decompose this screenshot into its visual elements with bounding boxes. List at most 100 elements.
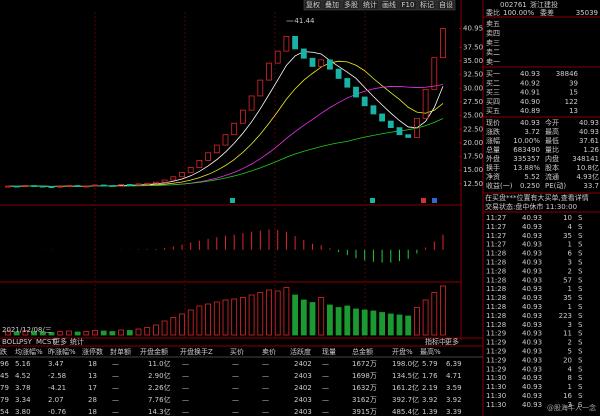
- toolbar-label[interactable]: 画线: [382, 0, 396, 9]
- indicator-tab[interactable]: 统计: [70, 337, 84, 346]
- volume-bar: [152, 324, 159, 336]
- trade-price: 40.93: [522, 223, 542, 231]
- label: 委比: [486, 8, 500, 17]
- volume-bar: [274, 290, 281, 336]
- volume-bar: [100, 330, 107, 336]
- toolbar-button[interactable]: [379, 0, 399, 11]
- toolbar-button[interactable]: [322, 0, 342, 11]
- sell-level: 卖二: [486, 49, 500, 57]
- volume-bar: [396, 314, 403, 336]
- volume-bar: [231, 298, 238, 336]
- indicator-tab[interactable]: 更多: [53, 337, 67, 346]
- candle: [152, 181, 159, 184]
- trade-volume: 57: [563, 276, 572, 284]
- toolbar-label[interactable]: 多股: [344, 0, 358, 9]
- volume-bar: [205, 303, 212, 336]
- volume-bar: [135, 328, 142, 336]
- buy-volume: 122: [565, 98, 578, 106]
- stat-value: 33.7: [583, 182, 599, 190]
- table-cell: 2402: [294, 384, 312, 392]
- toolbar-button[interactable]: [341, 0, 361, 11]
- volume-bar: [248, 294, 255, 336]
- value: 35039: [576, 9, 598, 17]
- toolbar-label[interactable]: 复权: [306, 0, 320, 9]
- table-cell: 3162万: [352, 396, 377, 404]
- candle: [161, 179, 168, 183]
- trade-price: 40.93: [522, 303, 542, 311]
- trade-side: S: [578, 392, 583, 400]
- toolbar-button[interactable]: [303, 0, 323, 11]
- table-header: 开盘%: [392, 347, 413, 356]
- toolbar-button[interactable]: [398, 0, 418, 11]
- buy-level: 买一: [486, 70, 500, 78]
- toolbar-button[interactable]: [436, 0, 456, 11]
- volume-bar: [213, 301, 220, 336]
- candle: [344, 78, 351, 88]
- buy-volume: 39: [569, 79, 578, 87]
- toolbar-label[interactable]: 统计: [363, 0, 377, 9]
- table-cell: 45: [0, 372, 9, 380]
- volume-bar: [144, 327, 151, 336]
- trade-price: 40.93: [522, 401, 542, 409]
- y-tick-label: 22.50: [463, 125, 483, 133]
- trade-volume: 6: [568, 250, 573, 258]
- trade-side: S: [578, 401, 583, 409]
- candle: [361, 96, 368, 107]
- toolbar-label[interactable]: F10: [402, 1, 415, 9]
- sell-level: 卖五: [486, 20, 500, 28]
- stat-label: 今开: [545, 118, 559, 127]
- trade-price: 40.93: [522, 339, 542, 347]
- buy-volume: 13: [569, 107, 578, 115]
- y-tick-label: 17.50: [463, 153, 483, 161]
- candle: [109, 185, 116, 187]
- trade-side: S: [578, 330, 583, 338]
- indicator-tab[interactable]: BOLL: [2, 338, 20, 346]
- trade-price: 40.93: [522, 374, 542, 382]
- table-cell: —: [182, 372, 189, 380]
- candle: [74, 185, 81, 188]
- table-cell: —: [182, 384, 189, 392]
- table-cell: 28: [88, 396, 97, 404]
- side-tab[interactable]: 指标中: [425, 337, 446, 346]
- indicator-tab[interactable]: MCST: [36, 338, 56, 346]
- stock-code: 002761: [500, 1, 527, 9]
- buy-price: 40.91: [520, 89, 540, 97]
- table-cell: -4.21: [48, 384, 66, 392]
- volume-bar: [13, 331, 20, 336]
- trade-side: S: [578, 348, 583, 356]
- table-cell: 79: [0, 396, 9, 404]
- indicator-tab[interactable]: PSY: [19, 338, 33, 346]
- trade-price: 40.93: [522, 276, 542, 284]
- trade-time: 11:28: [486, 267, 506, 275]
- y-tick-label: 25.00: [463, 112, 483, 120]
- volume-bar: [257, 292, 264, 336]
- candle: [257, 79, 264, 97]
- trade-side: S: [578, 214, 583, 222]
- toolbar-label[interactable]: 叠加: [325, 0, 339, 9]
- table-cell: —: [112, 408, 119, 416]
- table-cell: -0.76: [48, 408, 67, 416]
- candle: [239, 109, 246, 124]
- candle: [231, 122, 238, 136]
- side-tab[interactable]: 更多: [445, 337, 459, 346]
- trade-time: 11:29: [486, 356, 506, 364]
- toolbar-label[interactable]: 标记: [420, 0, 434, 9]
- toolbar-button[interactable]: [417, 0, 437, 11]
- candle: [170, 176, 177, 181]
- trade-volume: 2: [568, 339, 572, 347]
- stat-label: 现价: [486, 119, 500, 127]
- buy-price: 40.89: [520, 107, 540, 115]
- table-cell: —: [232, 408, 239, 416]
- table-cell: —: [232, 384, 239, 392]
- volume-bar: [161, 320, 168, 336]
- toolbar-button[interactable]: [360, 0, 380, 11]
- notice[interactable]: 在买盘***位置有大买单,查看详情: [485, 193, 589, 202]
- table-cell: -2.58: [48, 372, 66, 380]
- volume-bar: [292, 294, 299, 336]
- trade-side: S: [578, 250, 583, 258]
- trade-price: 40.93: [522, 214, 542, 222]
- trade-price: 40.93: [522, 365, 542, 373]
- trade-side: S: [578, 383, 583, 391]
- toolbar-label[interactable]: 自设: [439, 0, 453, 9]
- trade-side: S: [578, 356, 583, 364]
